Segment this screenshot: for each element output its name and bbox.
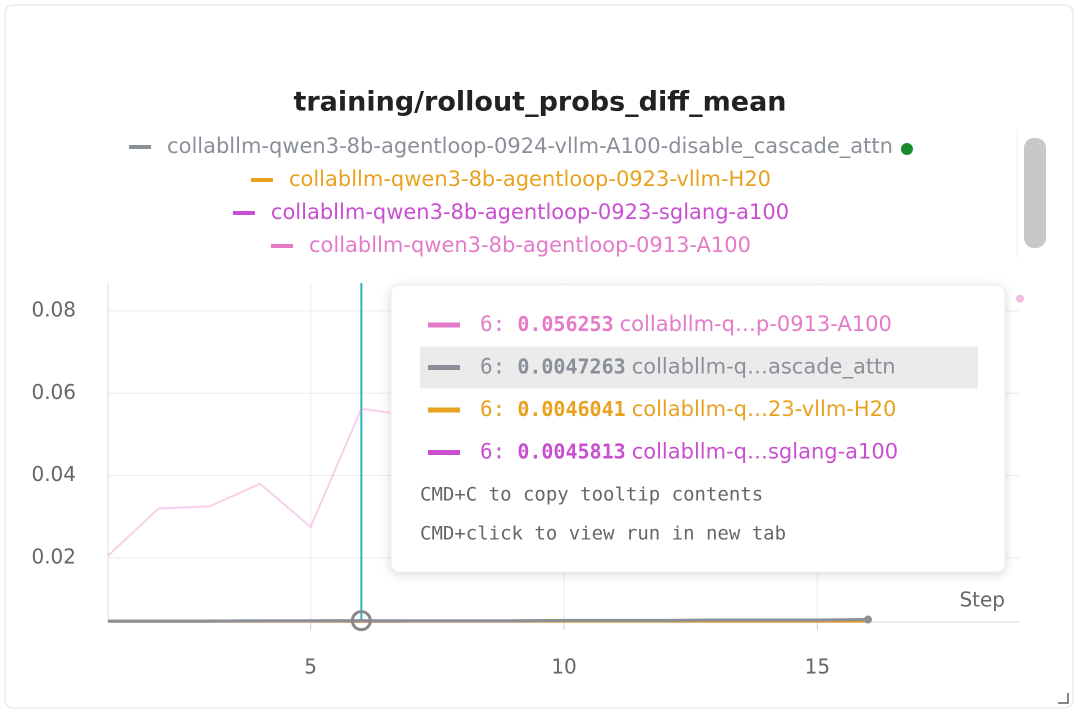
tooltip-name: collabllm-q…23-vllm-H20 — [632, 397, 897, 421]
tooltip-value: 0.056253 — [517, 312, 613, 336]
tooltip-step: 6 — [480, 440, 493, 464]
x-tick-label: 10 — [551, 655, 576, 679]
x-tick-label: 15 — [805, 655, 830, 679]
tooltip-separator: : — [493, 312, 506, 336]
tooltip-row: 6:0.0046041 collabllm-q…23-vllm-H20 — [480, 397, 896, 422]
tooltip-step: 6 — [480, 355, 493, 379]
chart-title: training/rollout_probs_diff_mean — [293, 87, 786, 118]
y-tick-label: 0.06 — [31, 380, 76, 404]
tooltip-step: 6 — [480, 397, 493, 421]
x-axis-label: Step — [959, 588, 1005, 612]
scrollbar[interactable] — [1024, 138, 1046, 248]
legend-label: collabllm-qwen3-8b-agentloop-0924-vllm-A… — [167, 134, 893, 159]
tooltip-row: 6:0.0047263 collabllm-q…ascade_attn — [480, 354, 896, 380]
legend-label: collabllm-qwen3-8b-agentloop-0913-A100 — [309, 233, 751, 257]
legend-label: collabllm-qwen3-8b-agentloop-0923-vllm-H… — [289, 167, 771, 191]
tooltip-separator: : — [493, 440, 506, 464]
tooltip-separator: : — [493, 355, 506, 379]
tooltip-value: 0.0047263 — [517, 354, 625, 378]
tooltip-hint: CMD+C to copy tooltip contents — [420, 484, 763, 506]
y-tick-label: 0.04 — [31, 462, 76, 486]
tooltip-value: 0.0046041 — [517, 397, 625, 421]
series-line — [108, 620, 868, 622]
tooltip-row: 6:0.056253 collabllm-q…p-0913-A100 — [480, 312, 892, 337]
x-tick-label: 5 — [304, 655, 317, 679]
tooltip-name: collabllm-q…p-0913-A100 — [620, 312, 892, 336]
tooltip-name: collabllm-q…sglang-a100 — [632, 440, 898, 464]
tooltip-name: collabllm-q…ascade_attn — [632, 355, 896, 380]
legend-label: collabllm-qwen3-8b-agentloop-0923-sglang… — [271, 200, 789, 224]
end-point — [864, 616, 872, 624]
tooltip-row: 6:0.0045813 collabllm-q…sglang-a100 — [480, 439, 898, 464]
point — [1016, 295, 1024, 303]
y-tick-label: 0.02 — [31, 544, 76, 568]
tooltip-hint: CMD+click to view run in new tab — [420, 523, 786, 545]
y-tick-label: 0.08 — [31, 297, 76, 321]
tooltip-separator: : — [493, 397, 506, 421]
tooltip-step: 6 — [480, 312, 493, 336]
status-dot — [901, 143, 913, 155]
tooltip-value: 0.0045813 — [517, 439, 625, 463]
